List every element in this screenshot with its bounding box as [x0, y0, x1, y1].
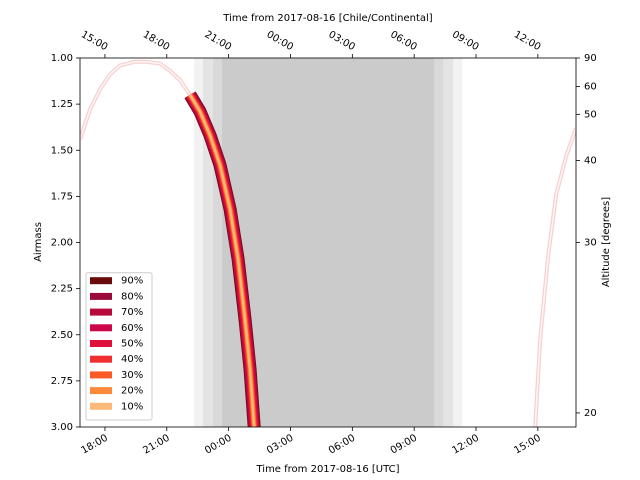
legend-label: 20%	[121, 386, 143, 397]
x-axis-label: Time from 2017-08-16 [UTC]	[255, 464, 399, 475]
x2-tick-label: 15:00	[79, 29, 109, 53]
y-tick-label: 1.00	[51, 53, 73, 64]
x-tick-label: 18:00	[79, 433, 109, 457]
percentile-band	[189, 94, 256, 427]
y2-tick-label: 30	[584, 238, 597, 249]
x-tick-label: 21:00	[141, 433, 171, 457]
x-tick-label: 12:00	[451, 433, 481, 457]
legend-label: 60%	[121, 323, 143, 334]
y2-tick-label: 60	[584, 82, 597, 93]
x2-tick-label: 03:00	[326, 29, 356, 53]
legend-label: 80%	[121, 291, 143, 302]
y-tick-label: 2.00	[51, 238, 73, 249]
x2-tick-label: 21:00	[203, 29, 233, 53]
y2-axis-label: Altitude [degrees]	[601, 197, 612, 287]
x-tick-label: 00:00	[203, 433, 233, 457]
x-tick-label: 06:00	[327, 433, 357, 457]
legend-swatch	[90, 340, 112, 347]
legend-swatch	[90, 308, 112, 316]
legend-label: 30%	[121, 370, 143, 381]
legend-swatch	[90, 387, 112, 395]
airmass-curve	[533, 127, 576, 427]
x-tick-label: 15:00	[512, 433, 542, 457]
y2-tick-label: 50	[584, 109, 597, 120]
legend-swatch	[90, 402, 112, 410]
top-axis-label: Time from 2017-08-16 [Chile/Continental]	[222, 13, 432, 24]
legend-swatch	[90, 277, 112, 285]
legend-swatch	[90, 355, 112, 363]
legend-label: 90%	[121, 276, 143, 287]
y-tick-label: 1.50	[51, 145, 73, 156]
y-tick-label: 1.75	[51, 191, 73, 202]
y-tick-label: 1.25	[51, 99, 73, 110]
x2-tick-label: 06:00	[388, 29, 418, 53]
legend-label: 50%	[121, 339, 143, 350]
plot-area	[80, 58, 576, 427]
legend-swatch	[90, 324, 112, 332]
x2-tick-label: 09:00	[450, 29, 480, 53]
y-tick-label: 3.00	[51, 422, 73, 433]
x-tick-label: 03:00	[265, 433, 295, 457]
airmass-curve-core	[534, 127, 576, 427]
y2-tick-label: 40	[584, 156, 597, 167]
x-tick-label: 09:00	[389, 433, 419, 457]
night-shading	[222, 58, 435, 427]
legend-swatch	[90, 371, 112, 379]
legend-label: 70%	[121, 307, 143, 318]
legend-swatch	[90, 292, 112, 300]
legend-label: 40%	[121, 354, 143, 365]
y2-tick-label: 90	[584, 53, 597, 64]
y-tick-label: 2.50	[51, 330, 73, 341]
x2-tick-label: 12:00	[512, 29, 542, 53]
y-tick-label: 2.75	[51, 376, 73, 387]
legend-label: 10%	[121, 401, 143, 412]
y2-tick-label: 20	[584, 408, 597, 419]
x2-tick-label: 18:00	[141, 29, 171, 53]
y-tick-label: 2.25	[51, 284, 73, 295]
legend: 90% 80% 70% 60% 50% 40% 30% 20% 10%	[85, 272, 153, 421]
x2-tick-label: 00:00	[265, 29, 295, 53]
y-axis-label: Airmass	[33, 222, 44, 262]
